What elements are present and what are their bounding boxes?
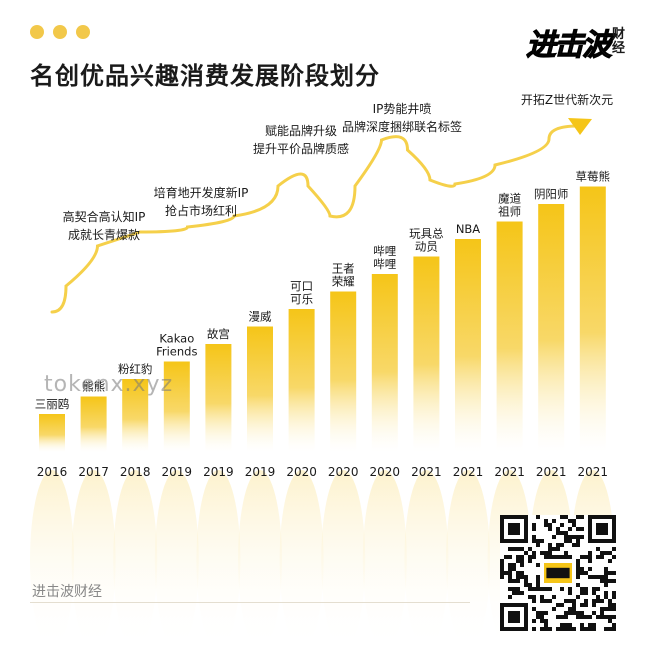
bar-label: 熊熊 <box>82 380 105 394</box>
stage-annotation: 培育地开发度新IP 抢占市场红利 <box>154 185 249 218</box>
bar-label: 哔哩哔哩 <box>373 244 396 271</box>
bar-label: 粉红豹 <box>118 362 153 376</box>
bar <box>496 221 523 452</box>
dot-1 <box>30 25 44 39</box>
footer-divider <box>30 602 470 603</box>
year-tick-label: 2016 <box>37 465 68 479</box>
footer-source: 进击波财经 <box>32 584 102 600</box>
bar <box>247 326 273 452</box>
brand-logo-main: 进击波 <box>526 28 613 64</box>
bar <box>371 274 398 452</box>
bar <box>205 344 232 452</box>
bar-reflection <box>196 470 241 650</box>
bar-label: 魔道祖师 <box>498 192 521 219</box>
year-tick-label: 2020 <box>328 465 359 479</box>
qr-code-icon <box>500 515 616 631</box>
brand-logo: 进击波 财经 <box>526 22 626 64</box>
bar <box>39 414 65 452</box>
bar <box>330 291 357 452</box>
bar <box>538 204 565 452</box>
chart-title: 名创优品兴趣消费发展阶段划分 <box>30 62 380 90</box>
year-tick-label: 2018 <box>120 465 151 479</box>
dot-3 <box>76 25 90 39</box>
year-tick-label: 2021 <box>578 465 609 479</box>
watermark: tokenx.xyz <box>44 372 174 397</box>
bar-label: 阴阳师 <box>534 187 569 201</box>
trend-arrow-icon <box>568 118 592 135</box>
bar-reflection <box>404 470 449 650</box>
bar-reflection <box>71 470 116 650</box>
bar-label: 草莓熊 <box>576 170 611 184</box>
stage-annotation: 开拓Z世代新次元 <box>521 92 613 107</box>
dot-2 <box>53 25 67 39</box>
year-tick-label: 2019 <box>203 465 234 479</box>
stage-annotation: 高契合高认知IP 成就长青爆款 <box>63 209 146 242</box>
bar-reflection <box>113 470 158 650</box>
year-tick-label: 2021 <box>411 465 442 479</box>
bar <box>122 379 149 452</box>
bar-label: 王者荣耀 <box>332 262 355 289</box>
bar-reflection <box>362 470 407 650</box>
bar <box>288 309 315 452</box>
year-tick-label: 2021 <box>536 465 567 479</box>
bar-label: NBA <box>456 222 480 236</box>
bar-reflection <box>30 470 74 650</box>
bar-label: 三丽鸥 <box>35 397 70 411</box>
brand-logo-sub: 财经 <box>612 27 626 56</box>
bar <box>579 186 606 452</box>
bar-label: 故宫 <box>207 327 230 341</box>
year-tick-label: 2017 <box>78 465 109 479</box>
bar-reflection <box>446 470 490 650</box>
bar <box>80 396 107 452</box>
bar-label: 玩具总动员 <box>409 227 444 254</box>
year-tick-label: 2021 <box>494 465 525 479</box>
trend-line <box>50 124 580 314</box>
stage-annotation: IP势能井喷品牌深度捆绑联名标签 <box>342 102 462 134</box>
bar <box>455 239 481 452</box>
bar <box>163 361 190 452</box>
bar-reflection <box>321 470 366 650</box>
bar <box>413 256 440 452</box>
stage-annotation: 赋能品牌升级提升平价品牌质感 <box>253 124 349 156</box>
bar-reflection <box>154 470 199 650</box>
year-tick-label: 2021 <box>453 465 484 479</box>
year-tick-label: 2019 <box>162 465 193 479</box>
window-dots <box>30 25 90 39</box>
year-tick-label: 2020 <box>286 465 317 479</box>
year-tick-label: 2019 <box>245 465 276 479</box>
year-tick-label: 2020 <box>370 465 401 479</box>
bar-reflection <box>238 470 282 650</box>
bar-label: 漫威 <box>249 310 272 324</box>
bar-label: 可口可乐 <box>290 279 313 306</box>
bar-reflection <box>279 470 324 650</box>
bar-label: Kakao Friends <box>156 332 197 359</box>
